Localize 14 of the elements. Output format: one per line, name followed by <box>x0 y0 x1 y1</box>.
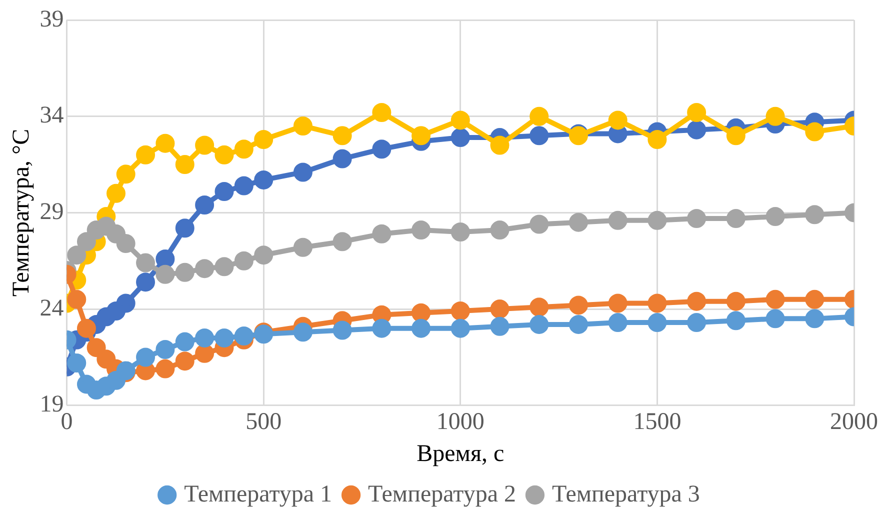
x-tick-label: 1000 <box>436 409 484 436</box>
x-tick-label: 1500 <box>633 409 682 436</box>
y-tick-label: 24 <box>40 295 64 322</box>
x-axis-title: Время, с <box>416 440 504 467</box>
legend-label: Температура 1 <box>184 481 332 508</box>
y-tick-label: 29 <box>40 198 64 225</box>
y-tick-label: 34 <box>40 102 64 129</box>
y-axis-title: Температура, °С <box>8 128 35 296</box>
legend-label: Температура 3 <box>552 481 700 508</box>
x-tick-label: 500 <box>246 409 282 436</box>
y-tick-label: 39 <box>40 6 64 32</box>
legend-label: Температура 2 <box>368 481 516 508</box>
x-tick-label: 0 <box>60 409 73 436</box>
x-tick-label: 2000 <box>830 409 878 436</box>
